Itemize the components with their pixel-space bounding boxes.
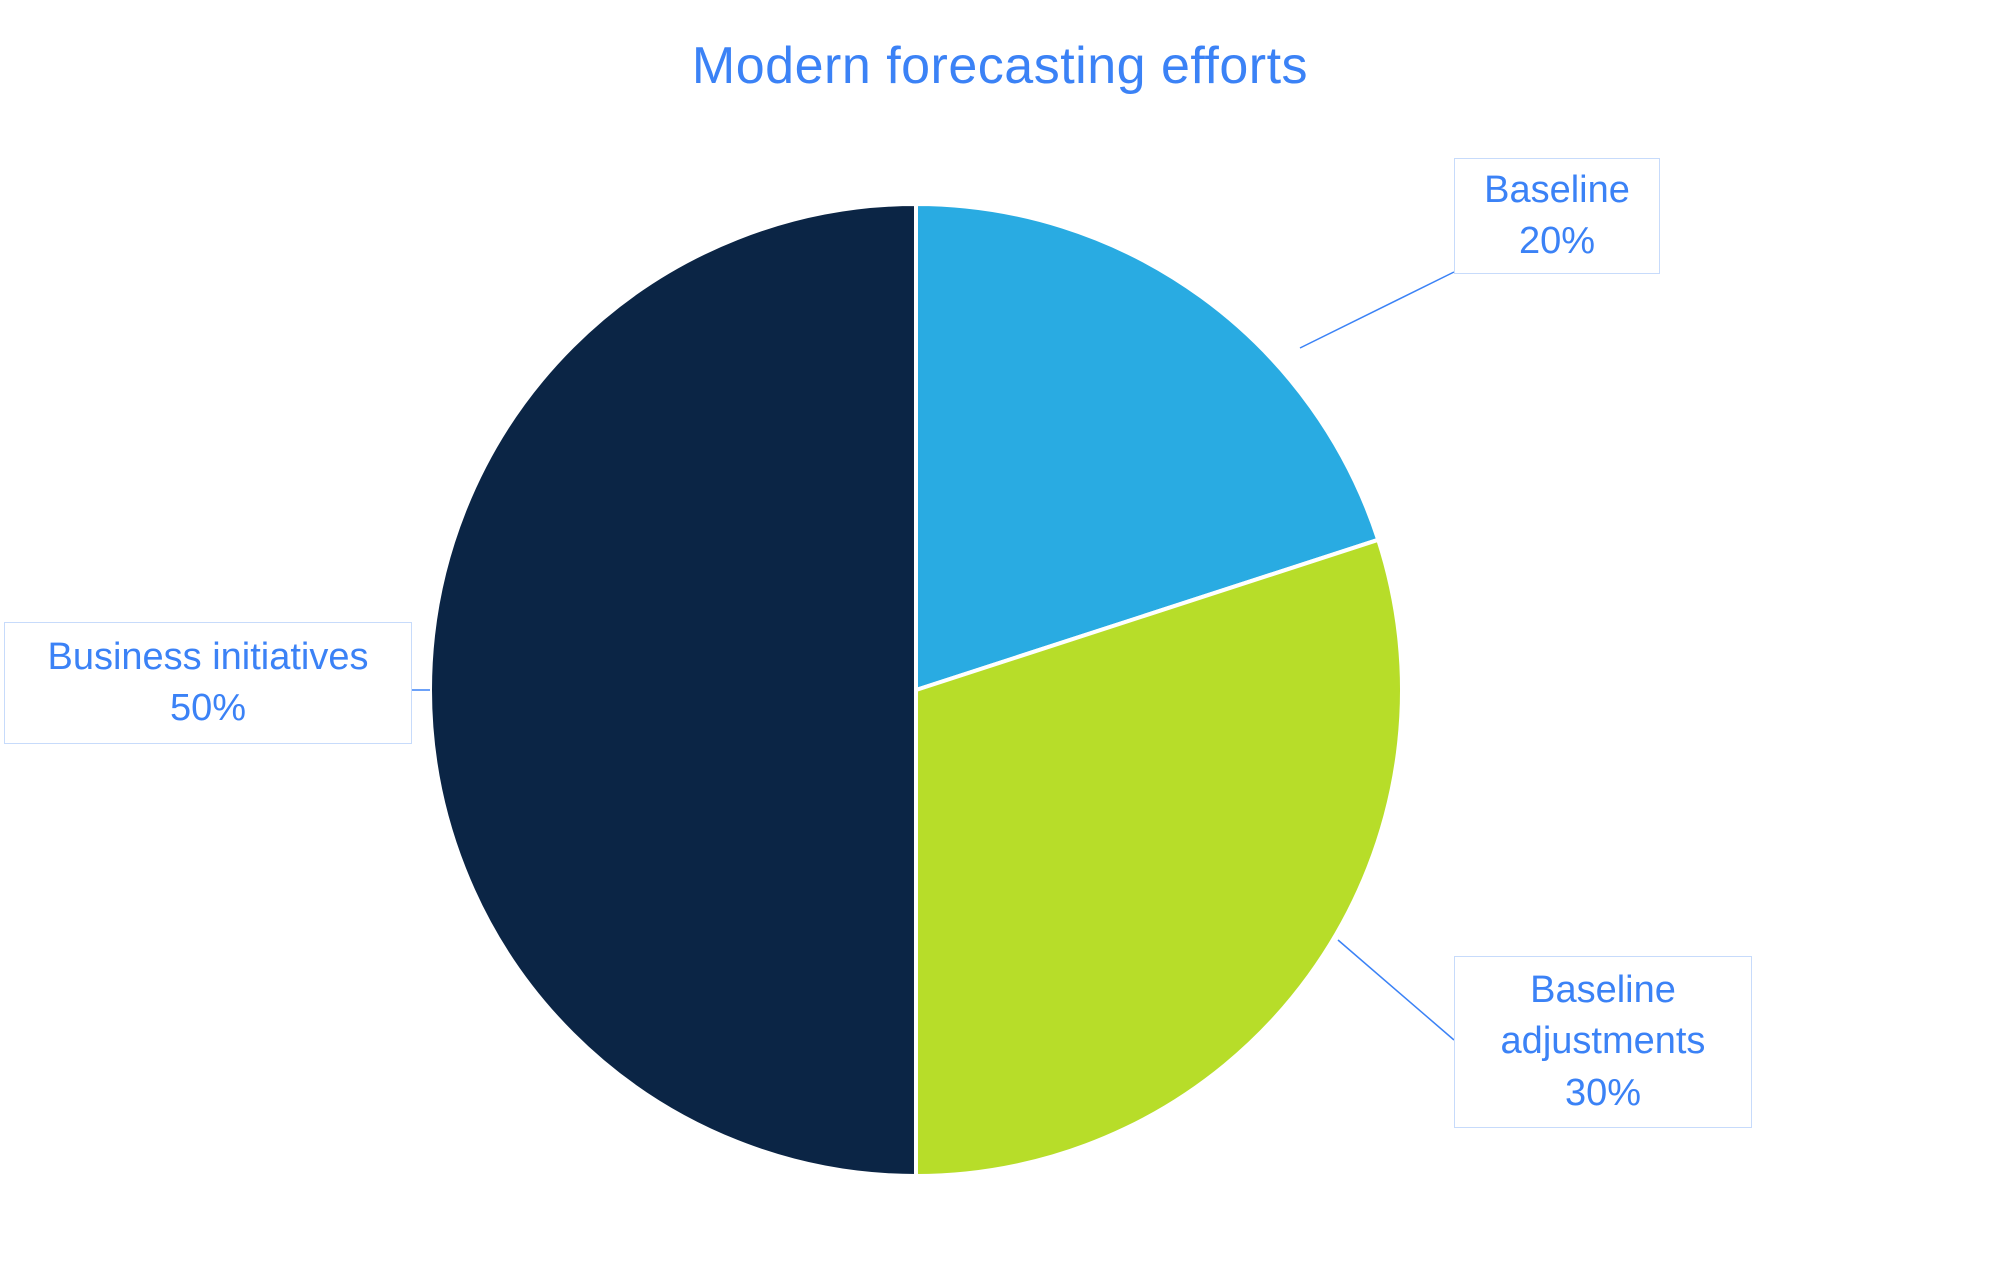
slice-label-text: Business initiatives <box>47 632 368 683</box>
leader-line <box>1338 940 1454 1040</box>
slice-label-text: Baseline <box>1484 165 1630 216</box>
slice-label-text: adjustments <box>1501 1016 1706 1067</box>
slice-label-percent: 20% <box>1519 216 1595 267</box>
slice-label-baseline-adjustments: Baseline adjustments 30% <box>1454 956 1752 1128</box>
slice-label-percent: 30% <box>1565 1068 1641 1119</box>
slice-label-percent: 50% <box>170 683 246 734</box>
slice-label-baseline: Baseline 20% <box>1454 158 1660 274</box>
slice-label-business-initiatives: Business initiatives 50% <box>4 622 412 744</box>
leader-line <box>1300 272 1454 348</box>
pie-slice-business-initiatives <box>430 204 916 1176</box>
slice-label-text: Baseline <box>1530 965 1676 1016</box>
